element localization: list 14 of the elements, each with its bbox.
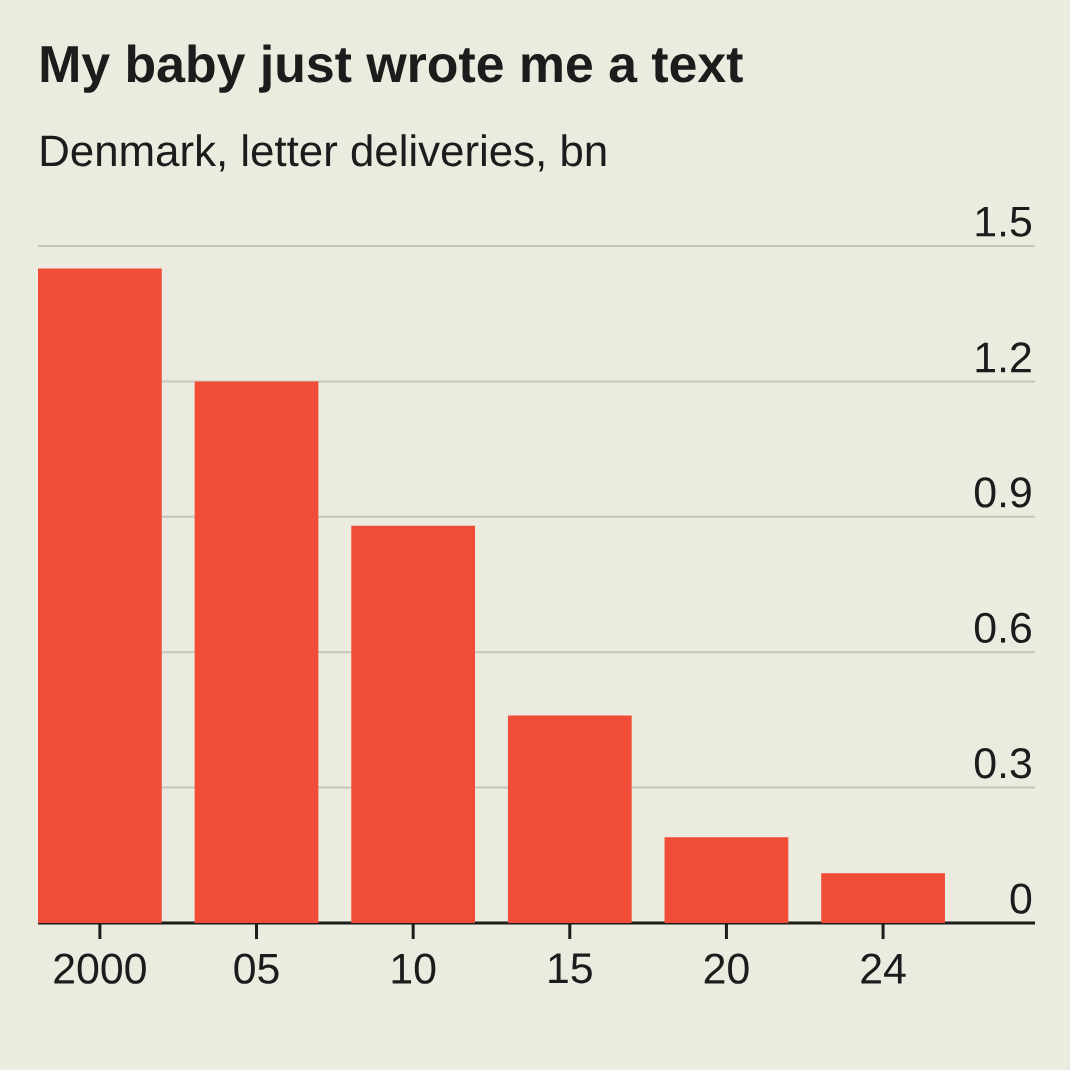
x-tick-label: 2000 — [54, 953, 146, 984]
x-tick-label: 10 — [392, 953, 436, 984]
y-tick-label: 1.2 — [976, 342, 1031, 373]
y-tick-label: 0.9 — [974, 477, 1031, 508]
x-tick-label: 20 — [704, 953, 749, 984]
chart-subtitle: Denmark, letter deliveries, bn — [41, 134, 606, 172]
y-tick-label: 0 — [1010, 883, 1032, 914]
x-tick-label: 24 — [861, 953, 906, 984]
chart-title: My baby just wrote me a text — [41, 44, 743, 93]
y-tick-label: 0.3 — [974, 748, 1031, 779]
x-tick-label: 15 — [549, 953, 592, 984]
x-tick-label: 05 — [234, 953, 279, 984]
y-tick-label: 0.6 — [974, 612, 1031, 643]
y-tick-label: 1.5 — [976, 206, 1032, 237]
